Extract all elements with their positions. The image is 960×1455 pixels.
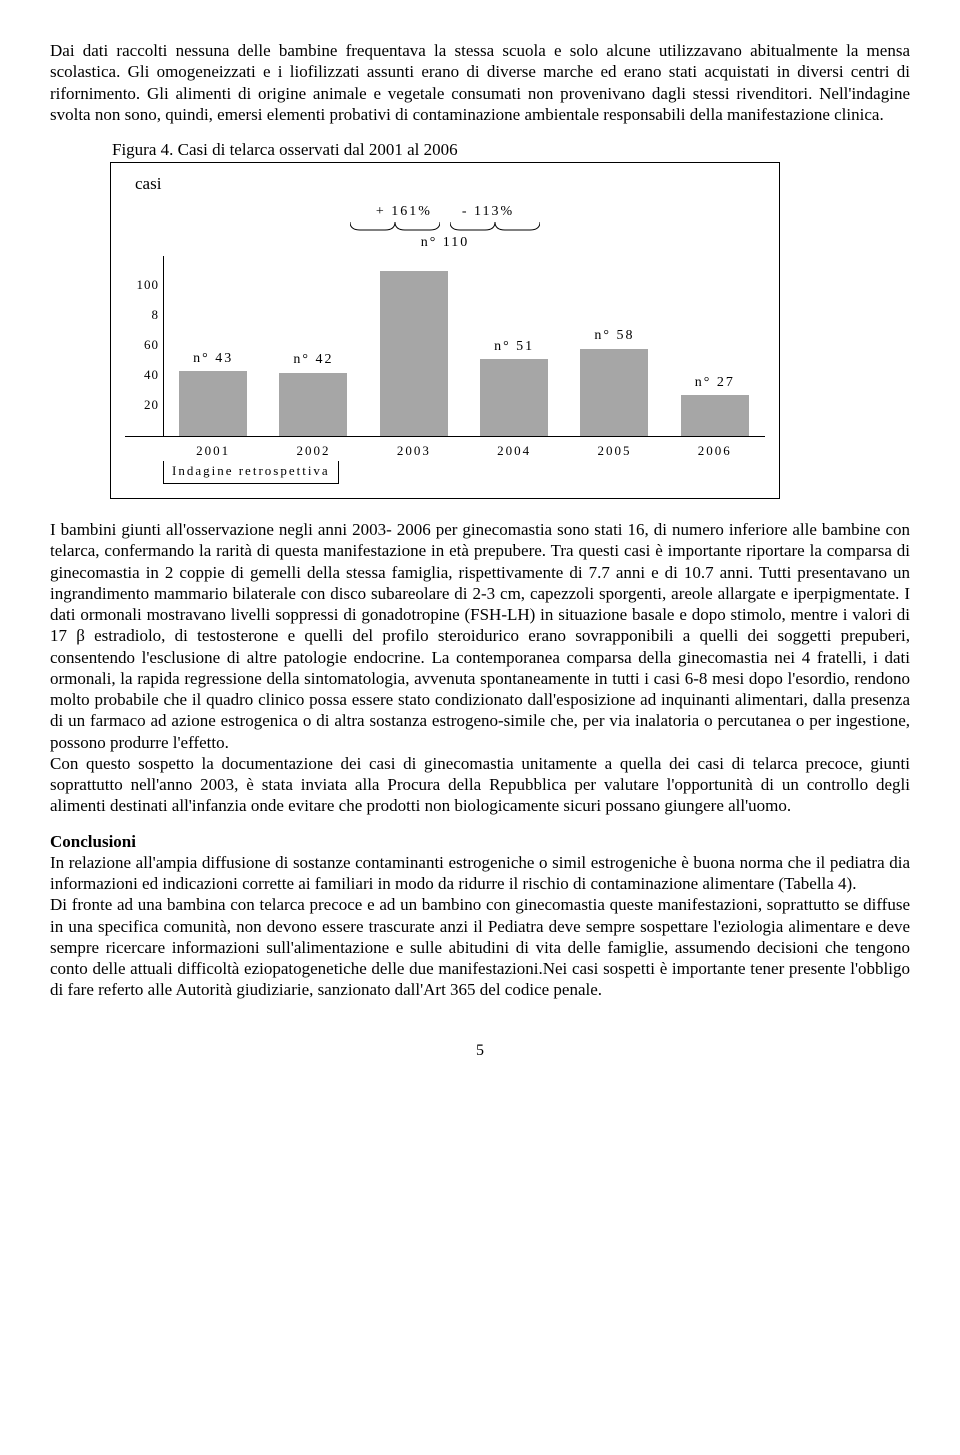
y-tick: 8: [152, 307, 160, 323]
y-axis-title: casi: [135, 173, 765, 194]
brace-left-icon: [350, 222, 440, 232]
y-tick: 20: [144, 397, 159, 413]
chart-area: 100 8 60 40 20 n° 43 n° 42 n° 51 n° 58 n° 27: [125, 256, 765, 437]
paragraph-2: I bambini giunti all'osservazione negli …: [50, 519, 910, 753]
x-tick: 2003: [374, 443, 454, 459]
figure-caption: Figura 4. Casi di telarca osservati dal …: [112, 139, 780, 160]
bar-column: n° 58: [574, 327, 654, 436]
paragraph-intro: Dai dati raccolti nessuna delle bambine …: [50, 40, 910, 125]
bar: [580, 349, 648, 436]
bar-value-label: n° 43: [193, 350, 233, 368]
bar-column: [374, 271, 454, 436]
brace-right-icon: [450, 222, 540, 232]
n110-label: n° 110: [125, 234, 765, 252]
brace-row: [125, 222, 765, 232]
x-tick: 2005: [574, 443, 654, 459]
y-tick: 100: [137, 277, 160, 293]
bar-column: n° 43: [173, 350, 253, 436]
bar-value-label: n° 27: [695, 374, 735, 392]
y-tick: 60: [144, 337, 159, 353]
paragraph-5: Di fronte ad una bambina con telarca pre…: [50, 894, 910, 1000]
x-tick: 2006: [675, 443, 755, 459]
bar: [380, 271, 448, 436]
bars-container: n° 43 n° 42 n° 51 n° 58 n° 27: [163, 256, 765, 436]
bar-column: n° 42: [273, 351, 353, 436]
page-number: 5: [50, 1041, 910, 1061]
pct-minus: - 113%: [462, 203, 514, 221]
bar: [179, 371, 247, 436]
conclusioni-heading: Conclusioni: [50, 831, 910, 852]
percent-row: + 161% - 113%: [125, 203, 765, 221]
bar: [279, 373, 347, 436]
bar-value-label: n° 51: [494, 338, 534, 356]
x-axis: 2001 2002 2003 2004 2005 2006: [163, 443, 765, 459]
y-axis: 100 8 60 40 20: [125, 256, 164, 436]
x-tick: 2004: [474, 443, 554, 459]
y-tick: 40: [144, 367, 159, 383]
bar-column: n° 27: [675, 374, 755, 436]
x-tick: 2002: [273, 443, 353, 459]
chart-box: casi + 161% - 113% n° 110 100 8 60 40 20 n° …: [110, 162, 780, 499]
bar-column: n° 51: [474, 338, 554, 436]
figure-4: Figura 4. Casi di telarca osservati dal …: [110, 139, 780, 499]
retrospective-label: Indagine retrospettiva: [163, 461, 339, 484]
x-tick: 2001: [173, 443, 253, 459]
paragraph-4: In relazione all'ampia diffusione di sos…: [50, 852, 910, 895]
bar: [480, 359, 548, 436]
bar: [681, 395, 749, 436]
bar-value-label: n° 58: [594, 327, 634, 345]
bar-value-label: n° 42: [293, 351, 333, 369]
paragraph-3: Con questo sospetto la documentazione de…: [50, 753, 910, 817]
pct-plus: + 161%: [376, 203, 432, 221]
